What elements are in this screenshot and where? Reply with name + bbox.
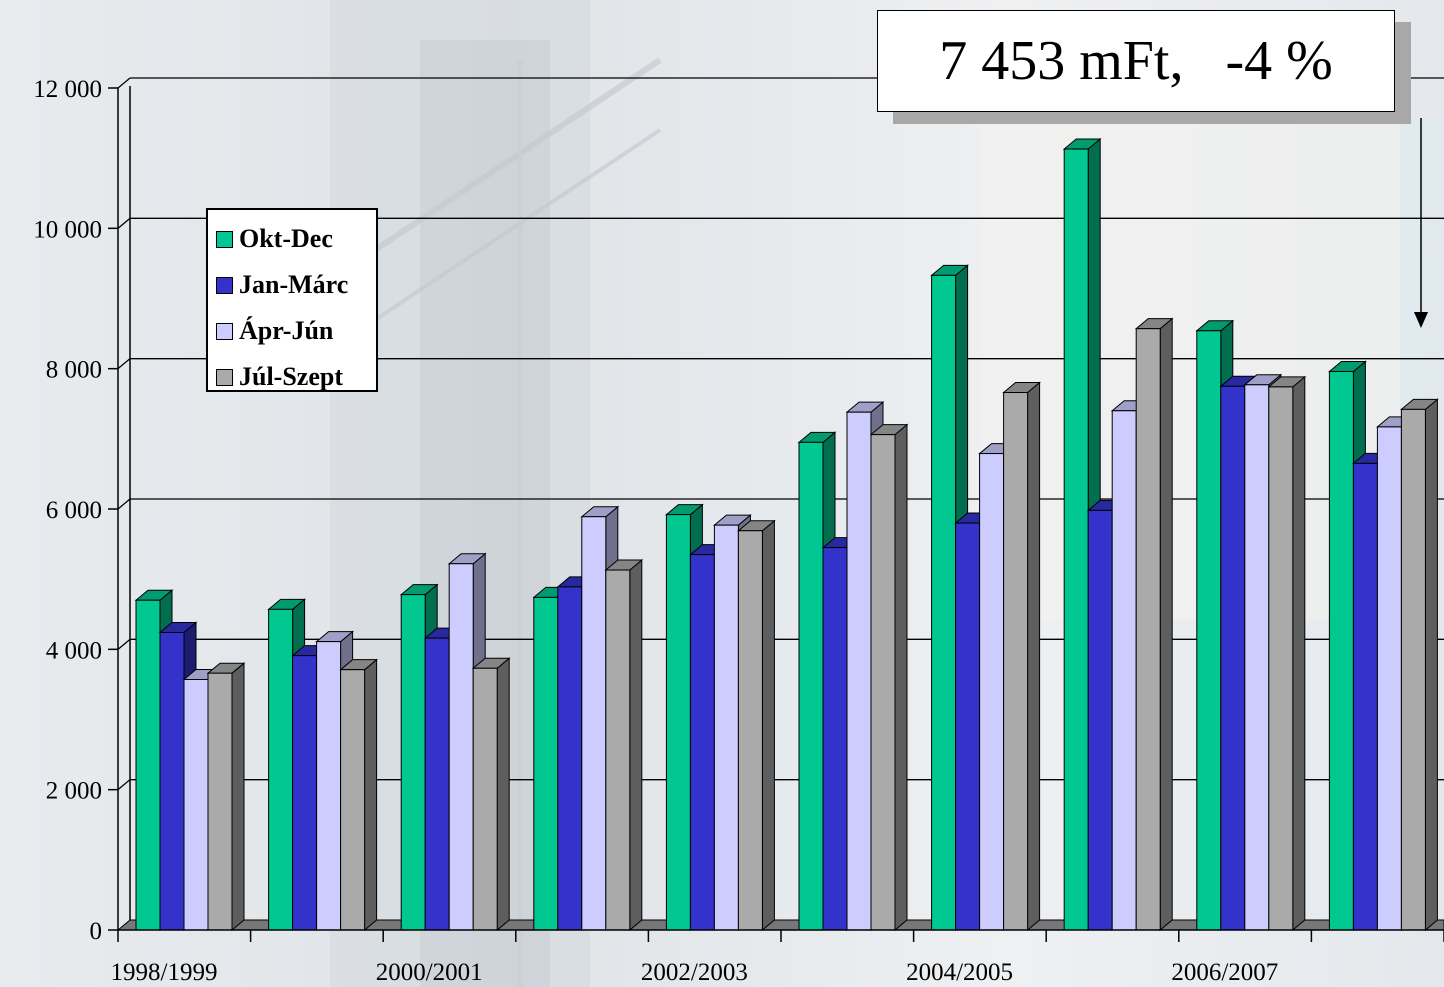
gridline-depth-6000 (117, 498, 131, 510)
legend-swatch-okt-dec (216, 230, 233, 248)
callout-arrow-head (1414, 312, 1428, 328)
bar-7-3 (1135, 328, 1161, 931)
bar-9-3 (1400, 408, 1426, 931)
bar-3-3 (605, 569, 631, 931)
y-tick-label: 2 000 (46, 778, 102, 805)
y-tick-label: 8 000 (46, 357, 102, 384)
bar-2-0 (400, 594, 426, 931)
chart-legend: Okt-Dec Jan-Márc Ápr-Jún Júl-Szept (206, 208, 378, 392)
legend-swatch-apr-jun (216, 322, 233, 340)
bar-7-2 (1111, 410, 1137, 931)
x-tick-label: 1998/1999 (111, 959, 218, 986)
y-tick-label: 4 000 (46, 637, 102, 664)
x-tick-label: 2004/2005 (906, 959, 1013, 986)
bar-1-3 (340, 669, 366, 931)
bar-side-2-3 (496, 657, 510, 932)
bar-side-9-3 (1424, 398, 1438, 932)
bar-4-2 (713, 524, 739, 931)
bar-4-0 (665, 514, 691, 931)
bar-3-2 (581, 516, 607, 931)
bar-1-0 (268, 608, 294, 931)
bar-9-1 (1352, 462, 1378, 931)
y-tick-label: 0 (90, 918, 103, 945)
x-tick-label: 2006/2007 (1171, 959, 1278, 986)
legend-swatch-jan-marc (216, 276, 233, 294)
bar-side-7-3 (1159, 317, 1173, 932)
x-tick-label: 2002/2003 (641, 959, 748, 986)
bar-0-2 (183, 679, 209, 931)
bar-2-2 (448, 563, 474, 931)
bar-side-3-3 (629, 558, 643, 932)
bar-6-3 (1003, 392, 1029, 931)
bar-1-2 (316, 641, 342, 931)
bar-5-2 (846, 411, 872, 931)
legend-swatch-jul-szept (216, 368, 233, 386)
bar-side-6-3 (1027, 381, 1041, 932)
gridline-depth-10000 (117, 217, 131, 229)
bar-6-0 (931, 274, 957, 931)
bar-9-2 (1376, 426, 1402, 931)
bar-side-4-3 (761, 519, 775, 932)
summary-callout: 7 453 mFt, -4 % (877, 10, 1395, 112)
bar-1-1 (292, 655, 318, 931)
legend-label-jan-marc: Jan-Márc (239, 270, 349, 299)
legend-label-apr-jun: Ápr-Jún (239, 316, 334, 345)
bar-side-0-3 (231, 662, 245, 932)
bar-0-1 (159, 631, 185, 931)
gridline-depth-8000 (117, 358, 131, 370)
gridline-depth-4000 (117, 638, 131, 650)
bar-2-3 (472, 667, 498, 931)
bar-side-8-3 (1292, 375, 1306, 932)
bar-3-1 (557, 586, 583, 931)
y-tick-label: 6 000 (46, 497, 102, 524)
bar-7-0 (1063, 148, 1089, 931)
bar-2-1 (424, 637, 450, 931)
bar-side-5-3 (894, 423, 908, 932)
gridline-depth-12000 (117, 77, 131, 89)
bar-7-1 (1087, 509, 1113, 931)
gridline-depth-2000 (117, 779, 131, 791)
bar-8-2 (1244, 384, 1270, 931)
bar-9-0 (1328, 370, 1354, 931)
bar-4-3 (737, 530, 763, 931)
bar-0-0 (135, 599, 161, 931)
bar-6-2 (979, 453, 1005, 931)
bar-5-1 (822, 547, 848, 931)
bar-8-1 (1220, 385, 1246, 931)
bar-5-0 (798, 441, 824, 931)
legend-label-jul-szept: Júl-Szept (239, 362, 343, 391)
bar-0-3 (207, 672, 233, 931)
bar-8-3 (1268, 386, 1294, 931)
legend-label-okt-dec: Okt-Dec (239, 224, 333, 253)
x-tick-label: 2000/2001 (376, 959, 483, 986)
bar-5-3 (870, 434, 896, 931)
y-tick-label: 10 000 (33, 216, 102, 243)
bar-side-1-3 (364, 658, 378, 932)
y-tick-label: 12 000 (33, 76, 102, 103)
bar-4-1 (689, 554, 715, 931)
legend-item-okt-dec: Okt-Dec (216, 216, 376, 262)
legend-item-apr-jun: Ápr-Jún (216, 308, 376, 354)
legend-item-jul-szept: Júl-Szept (216, 354, 376, 400)
bar-6-1 (955, 522, 981, 931)
legend-item-jan-marc: Jan-Márc (216, 262, 376, 308)
bar-8-0 (1196, 330, 1222, 931)
bar-3-0 (533, 596, 559, 931)
